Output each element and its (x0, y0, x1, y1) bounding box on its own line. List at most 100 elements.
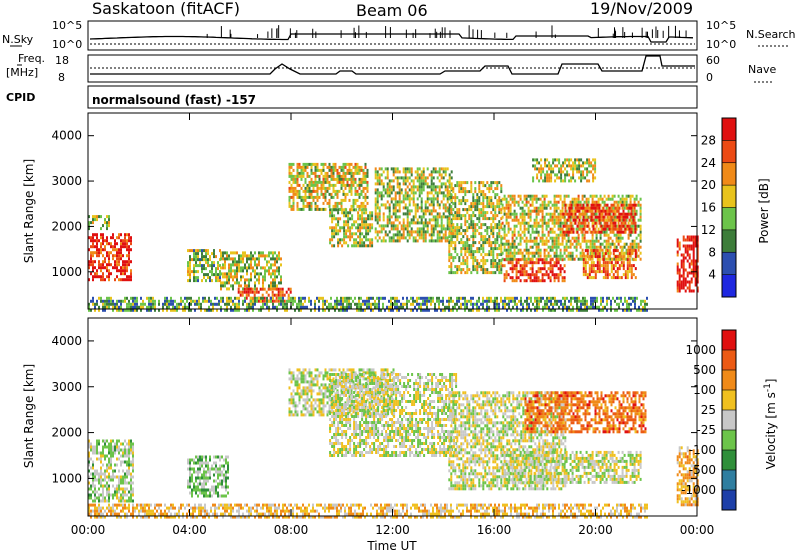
power-echo-cell (529, 276, 532, 280)
power-echo-cell (476, 223, 479, 227)
power-echo-cell (631, 239, 634, 243)
power-echo-cell (593, 218, 596, 222)
power-echo-cell (553, 209, 556, 213)
power-echo-cell (480, 247, 483, 251)
power-echo-cell (434, 170, 437, 174)
power-echo-cell (492, 181, 495, 185)
power-echo-cell (602, 258, 605, 262)
power-echo-cell (266, 254, 268, 258)
power-echo-cell (640, 302, 642, 306)
power-echo-cell (122, 245, 124, 249)
power-echo-cell (275, 299, 278, 303)
power-echo-cell (276, 269, 278, 273)
power-echo-cell (474, 190, 477, 194)
power-echo-cell (180, 296, 182, 300)
power-echo-cell (426, 176, 429, 180)
power-echo-cell (569, 239, 572, 243)
power-echo-cell (480, 181, 483, 185)
power-echo-cell (588, 255, 591, 259)
power-echo-cell (122, 242, 124, 246)
power-echo-cell (219, 264, 221, 268)
power-echo-cell (585, 245, 588, 249)
power-echo-cell (500, 296, 502, 300)
power-echo-cell (424, 308, 426, 312)
power-echo-cell (440, 230, 443, 234)
power-echo-cell (394, 233, 397, 237)
power-echo-cell (478, 226, 481, 230)
power-echo-cell (511, 233, 514, 237)
power-echo-cell (424, 176, 427, 180)
power-echo-cell (420, 233, 423, 237)
power-echo-cell (348, 198, 351, 202)
power-echo-cell (535, 257, 538, 261)
power-echo-cell (94, 218, 96, 222)
power-echo-cell (553, 218, 556, 222)
power-echo-cell (288, 168, 291, 172)
power-echo-cell (408, 299, 410, 303)
power-echo-cell (318, 305, 320, 309)
power-echo-cell (634, 227, 637, 231)
power-echo-cell (334, 192, 337, 196)
power-echo-cell (482, 202, 485, 206)
power-echo-cell (606, 299, 608, 303)
power-echo-cell (527, 261, 530, 265)
power-echo-cell (226, 308, 228, 312)
power-echo-cell (306, 305, 308, 309)
power-echo-cell (132, 308, 134, 312)
power-echo-cell (564, 179, 567, 183)
power-echo-cell (536, 305, 538, 309)
power-echo-cell (198, 299, 200, 303)
power-echo-cell (448, 197, 451, 201)
power-echo-cell (586, 224, 589, 228)
power-echo-cell (578, 299, 580, 303)
power-echo-cell (290, 204, 293, 208)
power-echo-cell (515, 200, 518, 204)
power-echo-cell (112, 266, 114, 270)
power-echo-cell (570, 302, 572, 306)
power-echo-cell (88, 221, 90, 225)
power-echo-cell (244, 263, 246, 267)
power-echo-cell (506, 302, 508, 306)
power-echo-cell (644, 308, 646, 312)
power-echo-cell (496, 241, 499, 245)
power-echo-cell (628, 212, 631, 216)
power-echo-cell (490, 259, 493, 263)
power-echo-cell (588, 267, 591, 271)
power-echo-cell (332, 177, 335, 181)
power-echo-cell (376, 188, 379, 192)
power-echo-cell (219, 276, 221, 280)
power-echo-cell (472, 202, 475, 206)
power-echo-cell (584, 249, 587, 253)
power-echo-cell (398, 239, 401, 243)
power-echo-cell (378, 167, 381, 171)
power-echo-cell (602, 215, 605, 219)
power-echo-cell (400, 302, 402, 306)
power-echo-cell (365, 232, 368, 236)
power-echo-cell (201, 264, 203, 268)
power-echo-cell (482, 302, 484, 306)
power-echo-cell (324, 177, 327, 181)
power-echo-cell (470, 299, 472, 303)
power-echo-cell (627, 245, 630, 249)
power-echo-cell (352, 201, 355, 205)
power-echo-cell (622, 252, 625, 256)
power-echo-cell (599, 236, 602, 240)
power-echo-cell (488, 190, 491, 194)
power-echo-cell (634, 305, 636, 309)
power-echo-cell (582, 302, 584, 306)
power-echo-cell (205, 249, 207, 253)
power-echo-cell (576, 215, 579, 219)
power-echo-cell (595, 209, 598, 213)
power-echo-cell (482, 214, 485, 218)
power-echo-cell (432, 182, 435, 186)
power-echo-cell (218, 299, 220, 303)
power-echo-cell (484, 271, 487, 275)
power-echo-cell (581, 224, 584, 228)
power-echo-cell (527, 251, 530, 255)
power-echo-cell (422, 176, 425, 180)
power-echo-cell (246, 284, 248, 288)
power-echo-cell (531, 227, 534, 231)
power-echo-cell (344, 165, 347, 169)
power-echo-cell (494, 187, 497, 191)
power-echo-cell (398, 209, 401, 213)
